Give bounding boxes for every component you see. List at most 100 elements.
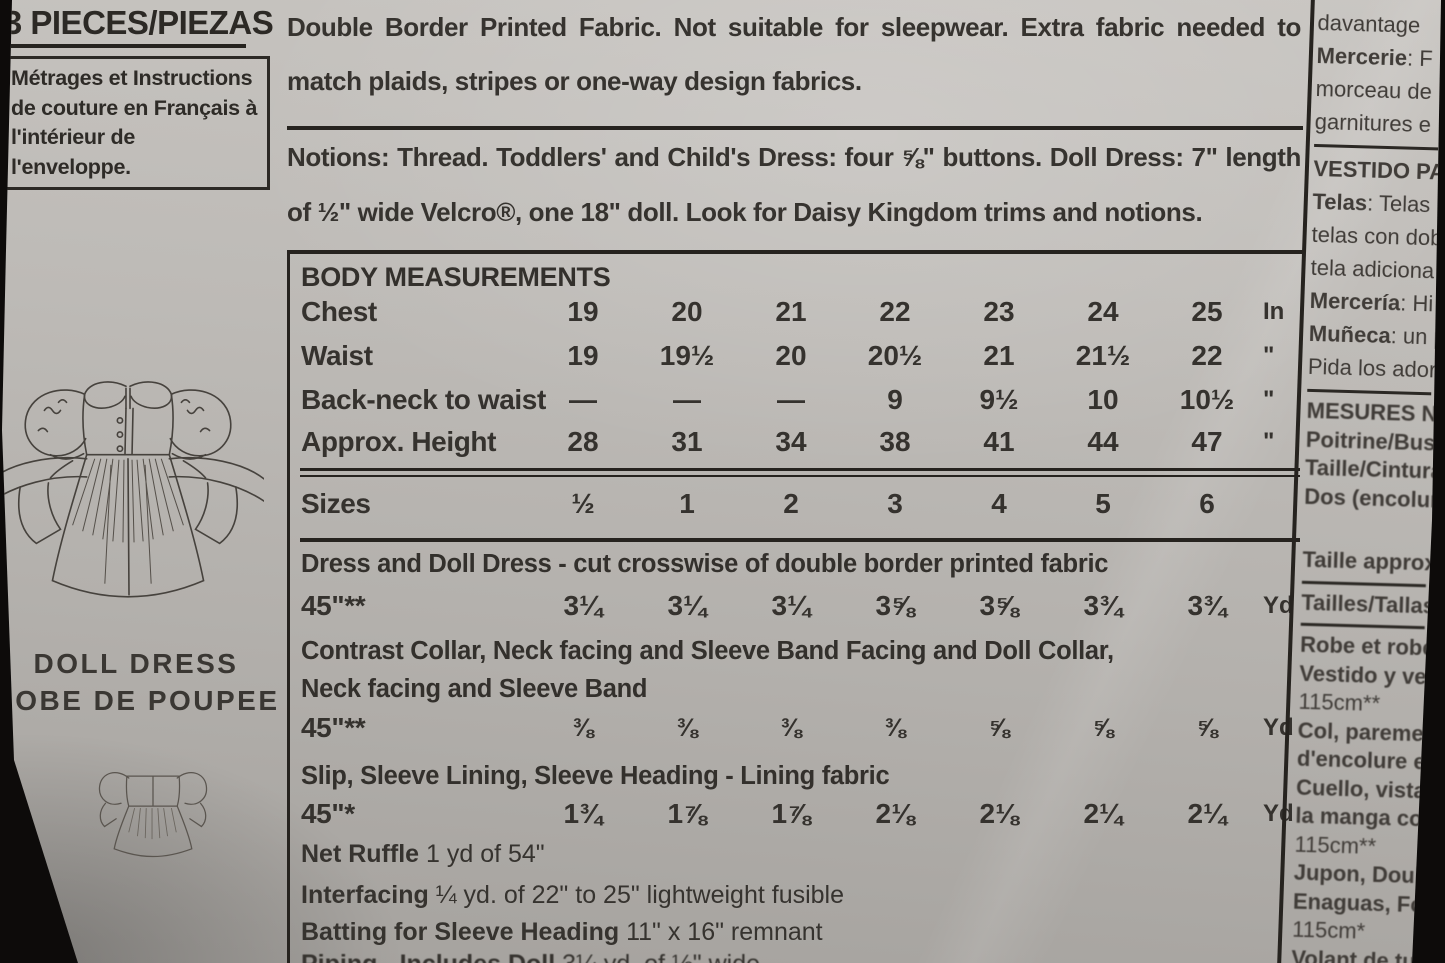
measurement-value: 21½ [1075, 340, 1131, 371]
note-line: Batting for Sleeve Heading 11" x 16" rem… [301, 918, 823, 947]
measurement-value: 21 [983, 340, 1015, 371]
french-instructions-box: Métrages et Instructions de couture en F… [2, 56, 270, 190]
yardage-value: ⅜ [676, 714, 698, 742]
size-value: ½ [571, 488, 595, 519]
doll-dress-caption-en: DOLL DRESS [33, 648, 239, 679]
yardage-section-heading: Contrast Collar, Neck facing and Sleeve … [301, 637, 1114, 665]
right-column-rule [1301, 580, 1426, 587]
note-label: Batting for Sleeve Heading [301, 918, 620, 946]
right-column-line: Robe et robe d [1299, 631, 1445, 662]
double-rule-bottom [300, 475, 1300, 477]
measurement-value: 31 [671, 426, 703, 457]
right-column-line: Pida los ador [1307, 353, 1437, 383]
right-column-line: Mercerie: F [1316, 42, 1434, 72]
right-column-line: Telas: Telas [1312, 188, 1431, 218]
note-text: 3¼ yd. of ½" wide [555, 950, 760, 963]
french-instructions-line: l'enveloppe. [11, 154, 131, 179]
body-measurements-title: BODY MEASUREMENTS [301, 262, 611, 292]
yardage-row: 45"* 1¾ 1⅞ 1⅞ 2⅛ 2⅛ 2¼ 2¼ Yd [287, 794, 1324, 834]
yardage-value: 1⅞ [667, 798, 707, 829]
notions-text: : four ⅝" buttons. [828, 142, 1050, 172]
french-instructions-line: de couture en Français à [11, 95, 258, 120]
measurement-value: 9 [887, 384, 903, 415]
measurement-value: 9½ [979, 384, 1019, 415]
right-column-line: Taille approx./ [1302, 546, 1445, 576]
fabric-width-label: 45"** [301, 590, 366, 621]
measurement-value: 19½ [659, 340, 715, 371]
right-column-line: d'encolure et b [1296, 745, 1445, 776]
fabric-width-label: 45"* [301, 798, 355, 829]
notions-text: : Thread. [380, 142, 497, 172]
right-column-rule [1307, 388, 1432, 396]
fabric-width-label: 45"** [301, 712, 366, 743]
measurement-value: 28 [567, 426, 599, 457]
note-line: Net Ruffle 1 yd of 54" [301, 840, 545, 869]
note-label: Piping - Includes Doll [301, 950, 555, 963]
yardage-section-heading: Dress and Doll Dress - cut crosswise of … [301, 550, 1109, 578]
right-column-line: MESURES NO [1306, 397, 1445, 427]
yardage-value: ⅜ [884, 714, 906, 742]
yardage-section-heading: Neck facing and Sleeve Band [301, 675, 648, 703]
measurement-value: 34 [775, 426, 807, 457]
right-column-rule [1314, 143, 1439, 151]
right-column-line: Volant de tulle 1 [1291, 945, 1445, 963]
section-rule [300, 538, 1300, 542]
yardage-value: 2¼ [1187, 798, 1227, 829]
measurement-row: Approx. Height 28 31 34 38 41 44 47 " [287, 422, 1324, 462]
measurement-label: Back-neck to waist [301, 384, 546, 415]
yardage-value: ⅝ [1196, 714, 1218, 742]
measurement-unit: " [1263, 386, 1275, 413]
right-column-line: Cuello, vista del [1295, 774, 1445, 804]
right-column-line: Dos (encolure [1303, 483, 1445, 513]
intro-line-1: Double Border Printed Fabric. Not suitab… [287, 12, 1301, 42]
sizes-label: Sizes [301, 488, 371, 519]
measurement-row: Back-neck to waist — — — 9 9½ 10 10½ " [287, 380, 1324, 420]
note-text: 11" x 16" remnant [619, 918, 823, 946]
yardage-row: 45"** 3¼ 3¼ 3¼ 3⅝ 3⅝ 3¾ 3¾ Yd [287, 586, 1324, 626]
right-column-line: Mercería: Hi [1309, 287, 1434, 317]
right-column-line: telas con dob [1311, 221, 1443, 251]
size-value: 4 [991, 488, 1007, 519]
measurement-value: 10 [1087, 384, 1119, 415]
yardage-value: 3⅝ [875, 590, 915, 621]
right-column-line: 115cm* [1291, 916, 1366, 944]
measurement-value: — [569, 384, 597, 415]
right-column-line: morceau de [1315, 75, 1433, 105]
double-rule-top [300, 468, 1300, 471]
measurement-unit: In [1263, 298, 1285, 325]
note-line: Interfacing ¼ yd. of 22" to 25" lightwei… [301, 881, 844, 910]
right-column-line: la manga contra [1295, 802, 1445, 833]
yardage-value: 1¾ [563, 798, 603, 829]
right-column-line: Poitrine/Bust [1305, 426, 1444, 456]
measurement-value: 24 [1087, 296, 1119, 327]
right-column: davantage Mercerie: F morceau de garnitu… [1291, 6, 1445, 963]
note-text: 1 yd of 54" [419, 840, 545, 868]
yardage-value: 3¼ [771, 590, 811, 621]
section-rule [287, 126, 1303, 130]
measurement-unit: " [1263, 342, 1275, 369]
measurement-value: 10½ [1179, 384, 1235, 415]
toddlers-dress-label: Toddlers' and Child's Dress [496, 142, 829, 172]
note-label: Net Ruffle [301, 840, 420, 868]
intro-line-2: match plaids, stripes or one-way design … [287, 66, 862, 96]
french-instructions-line: l'intérieur de [11, 125, 135, 149]
measurement-value: 41 [983, 426, 1015, 457]
pieces-count-label: 23 PIECES/PIEZAS [0, 4, 274, 41]
dress-back-illustration [2, 381, 264, 598]
right-column-line: Jupon, Doublure [1293, 859, 1445, 890]
measurement-label: Chest [301, 296, 377, 327]
right-column-spacer [1303, 511, 1436, 550]
yardage-value: 3¾ [1187, 590, 1227, 621]
measurement-value: 23 [983, 296, 1015, 327]
measurement-value: 47 [1191, 426, 1223, 457]
measurement-value: 20 [671, 296, 703, 327]
right-column-line: Enaguas, Forro y [1292, 888, 1445, 918]
right-column-line: 115cm** [1298, 688, 1381, 717]
pieces-underline-rule [2, 44, 246, 48]
notions-line-2: of ½" wide Velcro®, one 18" doll. Look f… [287, 197, 1203, 227]
doll-dress-illustration [98, 772, 208, 858]
size-value: 1 [679, 488, 695, 519]
notions-line-1: Notions: Thread. Toddlers' and Child's D… [287, 142, 1301, 173]
right-column-line: Tailles/Tallas [1301, 589, 1436, 618]
